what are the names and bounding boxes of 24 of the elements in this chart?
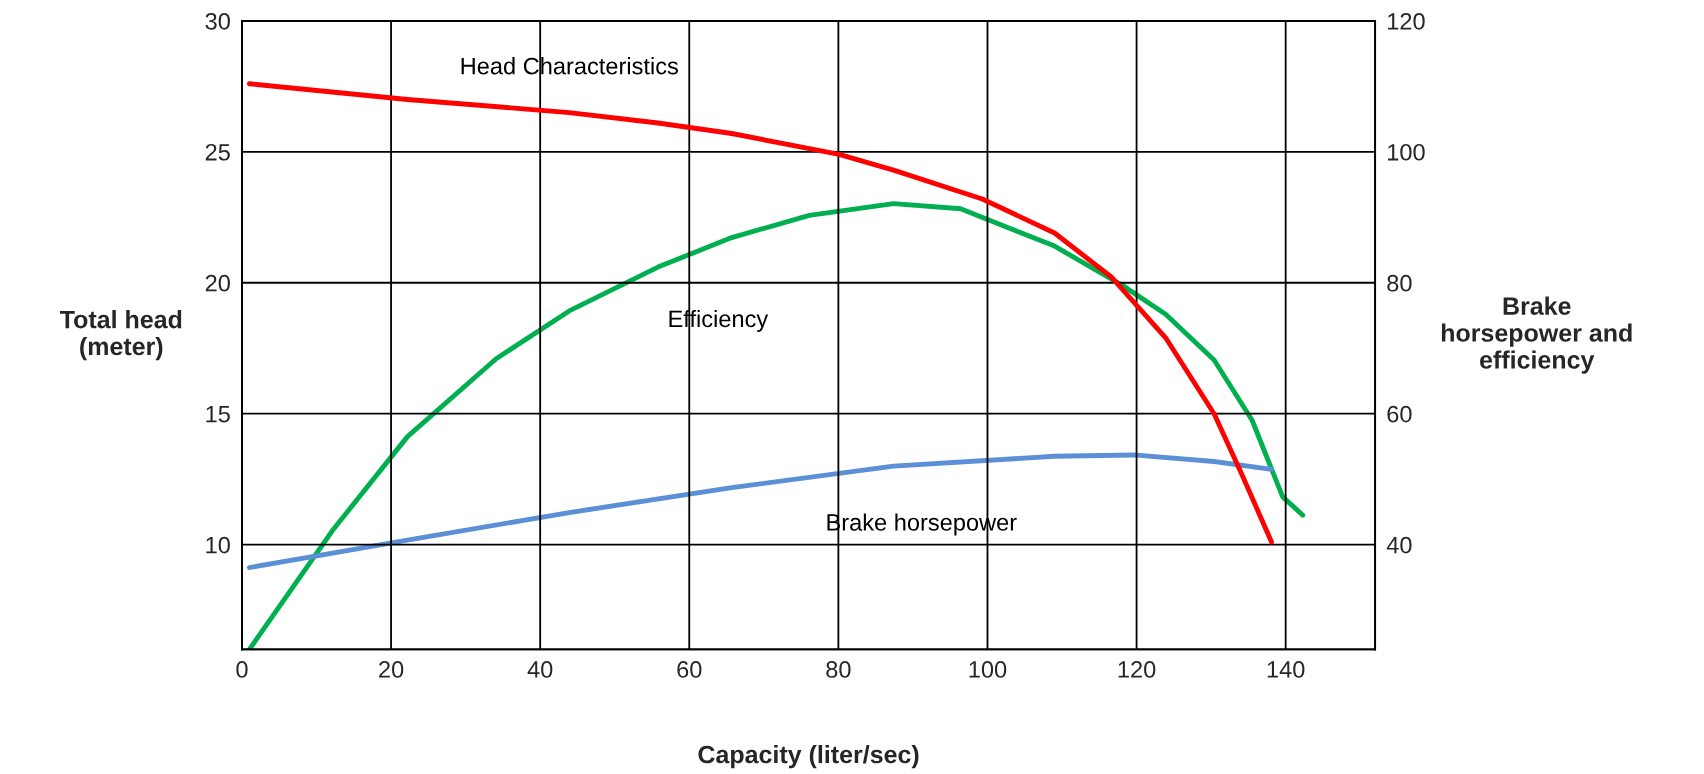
x-tick-label: 60 [677, 661, 702, 678]
x-tick-label: 40 [527, 661, 553, 678]
x-tick-label: 80 [826, 661, 851, 678]
y-tick-label: 25 [205, 143, 230, 161]
y-tick-label: 20 [205, 274, 230, 292]
y2-tick-label: 40 [1386, 536, 1412, 554]
y-tick-label: 10 [206, 536, 230, 554]
y2-tick-label: 80 [1387, 274, 1412, 292]
y2-tick-label: 120 [1388, 12, 1425, 30]
y2-tick-label: 60 [1387, 405, 1412, 423]
line-series [246, 201, 1306, 650]
y-tick-label: 30 [205, 12, 230, 30]
line-series [246, 81, 1274, 545]
x-tick-label: 140 [1267, 661, 1305, 678]
line-series [246, 452, 1274, 570]
x-axis-title: Capacity (liter/sec) [698, 745, 919, 769]
y-tick-label: 15 [206, 406, 230, 423]
x-tick-label: 100 [969, 661, 1007, 678]
x-tick-label: 120 [1118, 661, 1156, 678]
x-tick-label: 20 [379, 661, 404, 678]
y2-tick-label: 100 [1388, 143, 1425, 161]
x-tick-label: 0 [236, 661, 248, 678]
y2-axis-title: Brake horsepower and efficiency [1441, 296, 1632, 374]
y-axis-title: Total head (meter) [59, 310, 182, 361]
